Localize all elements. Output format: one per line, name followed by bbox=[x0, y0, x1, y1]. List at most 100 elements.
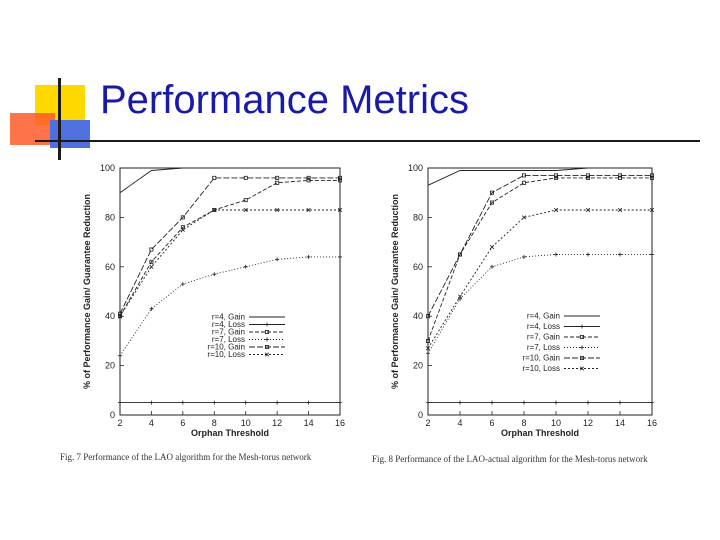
point-c0-s2-6 bbox=[306, 178, 311, 183]
point-c1-s3-1 bbox=[458, 296, 462, 301]
point-c1-s3-5 bbox=[586, 252, 590, 257]
y-tick-label: 20 bbox=[413, 361, 423, 371]
y-tick-label: 60 bbox=[413, 262, 423, 272]
point-c0-s3-3 bbox=[212, 272, 217, 277]
chart-2: 0 20 40 60 80 100 2 4 6 8 10 12 14 16 Orphan Threshold… bbox=[372, 163, 657, 464]
point-c0-s5-legend bbox=[264, 352, 270, 357]
point-c0-s2-5 bbox=[275, 180, 280, 185]
point-c1-s3-legend bbox=[580, 345, 584, 350]
point-c1-s4-3 bbox=[522, 173, 527, 178]
slide-title: Performance Metrics bbox=[100, 78, 469, 122]
x-axis-label: Orphan Threshold bbox=[191, 428, 269, 438]
y-tick-label: 20 bbox=[105, 361, 115, 371]
x-tick-label: 14 bbox=[304, 418, 314, 428]
point-c0-s1-7 bbox=[338, 400, 342, 405]
point-c0-s3-0 bbox=[118, 353, 122, 358]
point-c0-s5-3 bbox=[212, 207, 217, 213]
y-tick-label: 0 bbox=[418, 410, 423, 420]
legend-label: r=7, Gain bbox=[212, 328, 245, 337]
point-c1-s5-7 bbox=[649, 207, 655, 213]
series-line-3 bbox=[119, 179, 340, 317]
point-c0-s3-6 bbox=[306, 254, 311, 259]
legend-label: r=4, Loss bbox=[527, 322, 560, 331]
point-c1-s2-7 bbox=[650, 175, 655, 180]
point-c1-s2-4 bbox=[554, 175, 559, 180]
y-tick-label: 80 bbox=[105, 212, 115, 222]
y-tick-label: 100 bbox=[408, 163, 423, 173]
y-tick-label: 80 bbox=[413, 212, 423, 222]
point-c1-s1-6 bbox=[618, 400, 622, 405]
x-tick-label: 10 bbox=[551, 418, 561, 428]
chart-1: 0 20 40 60 80 100 2 4 6 8 10 12 14 16 Orphan Threshold… bbox=[60, 163, 345, 462]
point-c1-s4-0 bbox=[425, 314, 430, 319]
series-line-3 bbox=[427, 177, 652, 342]
point-c1-s1-7 bbox=[650, 400, 654, 405]
point-c0-s1-2 bbox=[180, 400, 185, 405]
x-tick-label: 4 bbox=[149, 418, 154, 428]
point-c0-s3-legend bbox=[265, 337, 269, 342]
point-c0-s2-2 bbox=[180, 225, 185, 230]
point-c1-s2-6 bbox=[618, 175, 623, 180]
legend-label: r=10, Gain bbox=[207, 343, 245, 352]
point-c1-s1-2 bbox=[490, 400, 494, 405]
point-c0-s1-5 bbox=[275, 400, 280, 405]
point-c1-s5-0 bbox=[425, 346, 431, 351]
series-line-5 bbox=[119, 177, 340, 314]
point-c0-s1-0 bbox=[118, 400, 122, 405]
decor-blue-square bbox=[50, 120, 90, 148]
point-c0-s4-7 bbox=[337, 175, 342, 180]
x-tick-label: 8 bbox=[521, 418, 526, 428]
point-c0-s3-4 bbox=[243, 264, 248, 269]
point-c0-s4-legend bbox=[264, 344, 269, 349]
plot-frame-2 bbox=[427, 167, 653, 416]
series-line-6 bbox=[119, 209, 340, 317]
x-tick-label: 4 bbox=[457, 418, 462, 428]
series-line-4 bbox=[119, 256, 340, 356]
series-line-1 bbox=[119, 167, 340, 194]
figure-caption: Fig. 7 Performance of the LAO algorithm … bbox=[60, 452, 312, 462]
point-c1-s3-7 bbox=[650, 252, 654, 257]
point-c1-s1-5 bbox=[586, 400, 590, 405]
legend-label: r=10, Loss bbox=[522, 364, 560, 373]
point-c0-s4-6 bbox=[306, 175, 311, 180]
point-c1-s5-legend bbox=[579, 366, 585, 371]
point-c0-s2-7 bbox=[337, 178, 342, 183]
point-c0-s5-7 bbox=[337, 207, 343, 213]
x-tick-label: 10 bbox=[241, 418, 251, 428]
point-c1-s1-legend bbox=[580, 324, 584, 329]
point-c1-s5-3 bbox=[521, 215, 527, 220]
point-c1-s1-4 bbox=[554, 400, 558, 405]
x-tick-label: 6 bbox=[489, 418, 494, 428]
legend-label: r=4, Gain bbox=[527, 312, 560, 321]
point-c1-s2-legend bbox=[580, 334, 585, 339]
x-axis-label: Orphan Threshold bbox=[501, 428, 579, 438]
point-c0-s5-1 bbox=[149, 264, 154, 269]
point-c0-s4-1 bbox=[149, 247, 154, 252]
point-c1-s3-0 bbox=[426, 351, 430, 356]
point-c1-s4-6 bbox=[618, 173, 623, 178]
point-c1-s2-0 bbox=[425, 338, 430, 343]
x-tick-label: 12 bbox=[272, 418, 282, 428]
point-c1-s4-7 bbox=[650, 173, 655, 178]
legend-label: r=10, Loss bbox=[207, 350, 245, 359]
x-tick-label: 16 bbox=[335, 418, 345, 428]
point-c1-s2-2 bbox=[489, 200, 494, 205]
point-c0-s5-5 bbox=[275, 207, 280, 213]
series-line-1 bbox=[427, 167, 652, 186]
legend-label: r=7, Loss bbox=[527, 343, 560, 352]
point-c0-s3-7 bbox=[338, 254, 342, 259]
point-c1-s5-5 bbox=[585, 207, 591, 213]
point-c1-s2-5 bbox=[586, 175, 591, 180]
point-c0-s1-3 bbox=[212, 400, 217, 405]
point-c0-s2-4 bbox=[243, 198, 248, 203]
y-tick-label: 60 bbox=[105, 262, 115, 272]
point-c0-s3-1 bbox=[149, 306, 154, 311]
point-c0-s5-0 bbox=[117, 314, 123, 319]
point-c0-s2-legend bbox=[264, 329, 269, 334]
y-tick-label: 40 bbox=[105, 311, 115, 321]
y-tick-label: 0 bbox=[110, 410, 115, 420]
y-tick-label: 40 bbox=[413, 311, 423, 321]
legend-label: r=4, Gain bbox=[212, 313, 245, 322]
point-c0-s3-2 bbox=[180, 282, 185, 287]
point-c0-s2-0 bbox=[118, 314, 123, 319]
